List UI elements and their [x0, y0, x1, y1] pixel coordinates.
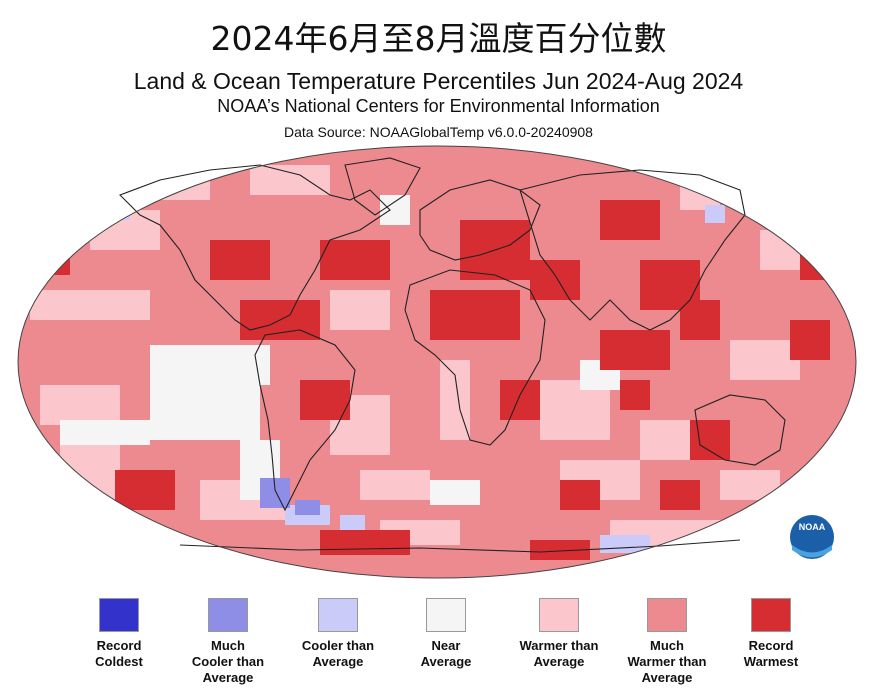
- data-source: Data Source: NOAAGlobalTemp v6.0.0-20240…: [284, 124, 593, 140]
- legend-swatch: [539, 598, 579, 632]
- legend-item-record-warmest: Record Warmest: [716, 598, 826, 670]
- legend-label: Much Warmer than Average: [627, 638, 707, 685]
- world-map: NOAA: [17, 145, 857, 579]
- legend-swatch: [751, 598, 791, 632]
- legend-swatch: [647, 598, 687, 632]
- legend-label: Warmer than Average: [519, 638, 599, 669]
- asia-outline: [519, 169, 746, 331]
- continent-outlines: [119, 157, 786, 553]
- north-america-outline: [119, 164, 391, 331]
- legend-swatch: [208, 598, 248, 632]
- greenland-outline: [344, 157, 421, 216]
- australia-outline: [694, 394, 786, 466]
- legend-label: Cooler than Average: [301, 638, 375, 669]
- legend-swatch: [426, 598, 466, 632]
- chart-title-chinese: 2024年6月至8月溫度百分位數: [210, 19, 667, 58]
- south-america-outline: [254, 329, 356, 512]
- legend-item-cooler: Cooler than Average: [283, 598, 393, 670]
- legend-swatch: [318, 598, 358, 632]
- legend-label: Much Cooler than Average: [191, 638, 265, 685]
- legend-label: Near Average: [420, 638, 472, 669]
- antarctica-outline: [179, 539, 741, 553]
- legend-swatch: [99, 598, 139, 632]
- legend-item-much-warmer: Much Warmer than Average: [612, 598, 722, 686]
- legend-label: Record Coldest: [95, 638, 143, 669]
- noaa-logo: NOAA: [790, 515, 834, 559]
- europe-outline: [419, 179, 541, 261]
- legend-item-much-cooler: Much Cooler than Average: [173, 598, 283, 686]
- chart-title: Land & Ocean Temperature Percentiles Jun…: [133, 68, 744, 94]
- legend-item-warmer: Warmer than Average: [504, 598, 614, 670]
- globe-border: [17, 145, 857, 579]
- africa-outline: [404, 269, 546, 446]
- much-cooler-patches: [260, 478, 320, 515]
- legend-item-near-average: Near Average: [391, 598, 501, 670]
- percentile-grid: [18, 146, 856, 578]
- legend-item-record-coldest: Record Coldest: [64, 598, 174, 670]
- noaa-logo-text: NOAA: [799, 522, 826, 532]
- chart-subtitle: NOAA’s National Centers for Environmenta…: [217, 96, 660, 116]
- legend-label: Record Warmest: [743, 638, 799, 669]
